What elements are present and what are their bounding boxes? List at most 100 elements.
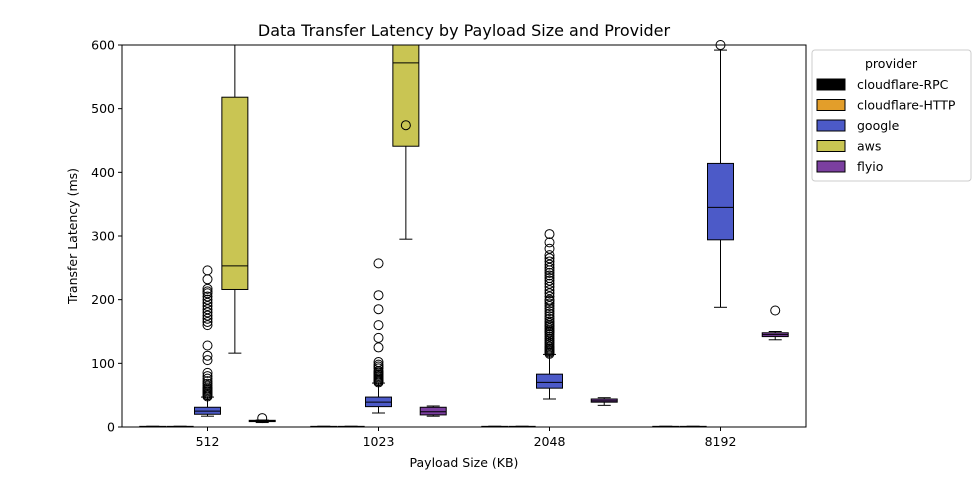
flier-point <box>544 262 555 273</box>
flier-point <box>400 120 411 131</box>
flier-point <box>544 229 555 240</box>
flier-point <box>202 378 213 389</box>
flier-point <box>544 291 555 302</box>
legend-swatch <box>816 78 846 91</box>
flier-point <box>202 286 213 297</box>
flier-point <box>544 253 555 264</box>
flier-point <box>373 320 384 331</box>
flier-point <box>257 413 268 424</box>
flier-point <box>544 270 555 281</box>
y-tick-label: 600 <box>91 38 115 53</box>
x-tick-label: 2048 <box>534 434 566 449</box>
flier-point <box>544 313 555 324</box>
flier-point <box>544 285 555 296</box>
flier-point <box>544 278 555 289</box>
flier-point <box>544 301 555 312</box>
legend: provider cloudflare-RPC cloudflare-HTTP go… <box>811 49 972 182</box>
flier-point <box>202 294 213 305</box>
box-flyio-2048 <box>590 397 618 406</box>
flier-point <box>544 237 555 248</box>
legend-item-flyio: flyio <box>816 159 883 174</box>
flier-point <box>202 307 213 318</box>
flier-point <box>202 301 213 312</box>
box-flyio-1023 <box>419 405 447 417</box>
legend-label: aws <box>857 139 881 154</box>
flier-point <box>202 274 213 285</box>
y-tick-label: 200 <box>91 292 115 307</box>
legend-item-cloudflare-HTTP: cloudflare-HTTP <box>816 98 956 113</box>
flier-point <box>544 306 555 317</box>
y-tick-label: 400 <box>91 165 115 180</box>
flier-point <box>770 305 781 316</box>
flier-point <box>202 376 213 387</box>
flier-point <box>202 297 213 308</box>
legend-label: cloudflare-HTTP <box>857 98 956 113</box>
legend-label: flyio <box>857 159 883 174</box>
flier-point <box>373 332 384 343</box>
box-body <box>707 162 734 241</box>
legend-item-google: google <box>816 118 900 133</box>
legend-items: cloudflare-RPC cloudflare-HTTP google aws fl… <box>816 77 956 174</box>
flier-point <box>373 342 384 353</box>
flier-point <box>544 316 555 327</box>
flier-point <box>544 275 555 286</box>
flier-point <box>373 258 384 269</box>
flier-point <box>202 283 213 294</box>
legend-label: google <box>857 118 900 133</box>
x-tick-label: 8192 <box>705 434 737 449</box>
flier-point <box>544 256 555 267</box>
box-aws-512 <box>221 44 249 354</box>
flier-point <box>202 371 213 382</box>
flier-point <box>202 355 213 366</box>
flier-point <box>202 310 213 321</box>
y-tick-label: 100 <box>91 356 115 371</box>
flier-point <box>544 298 555 309</box>
flier-point <box>373 357 384 368</box>
plot-area: 0 100 200 300 400 500 600 512 1023 2048 8192 <box>91 38 807 449</box>
box-body <box>536 373 563 389</box>
flier-point <box>544 311 555 322</box>
y-tick-label: 500 <box>91 101 115 116</box>
box-google-2048 <box>536 353 563 400</box>
legend-swatch <box>816 119 846 132</box>
flier-point <box>544 250 555 261</box>
legend-swatch <box>816 160 846 173</box>
flier-point <box>544 243 555 254</box>
x-axis-label: Payload Size (KB) <box>410 455 519 470</box>
flier-point <box>544 267 555 278</box>
legend-swatch <box>816 140 846 152</box>
x-tick-label: 1023 <box>363 434 395 449</box>
flier-point <box>544 259 555 270</box>
flier-point <box>373 304 384 315</box>
flier-point <box>202 367 213 378</box>
flier-point <box>544 273 555 284</box>
legend-title: provider <box>865 56 918 71</box>
flier-point <box>202 304 213 315</box>
flier-point <box>202 291 213 302</box>
box-body <box>419 406 447 416</box>
legend-swatch <box>816 99 846 111</box>
flier-point <box>202 313 213 324</box>
box-body <box>221 96 249 290</box>
x-tick-label: 512 <box>196 434 220 449</box>
box-google-1023 <box>365 382 392 414</box>
box-body <box>392 44 420 147</box>
legend-item-aws: aws <box>816 139 881 154</box>
flier-point <box>373 359 384 370</box>
y-tick-label: 300 <box>91 229 115 244</box>
flier-point <box>544 294 555 305</box>
flier-point <box>544 288 555 299</box>
legend-frame <box>811 49 972 182</box>
box-google-8192 <box>707 49 734 308</box>
flier-point <box>202 316 213 327</box>
y-axis-label: Transfer Latency (ms) <box>65 168 80 305</box>
flier-point <box>373 290 384 301</box>
flier-point <box>202 265 213 276</box>
box-marks <box>139 44 789 427</box>
y-tick-label: 0 <box>107 420 115 435</box>
box-flyio-8192 <box>761 331 789 341</box>
flier-point <box>202 340 213 351</box>
legend-item-cloudflare-RPC: cloudflare-RPC <box>816 77 949 92</box>
flier-point <box>202 373 213 384</box>
